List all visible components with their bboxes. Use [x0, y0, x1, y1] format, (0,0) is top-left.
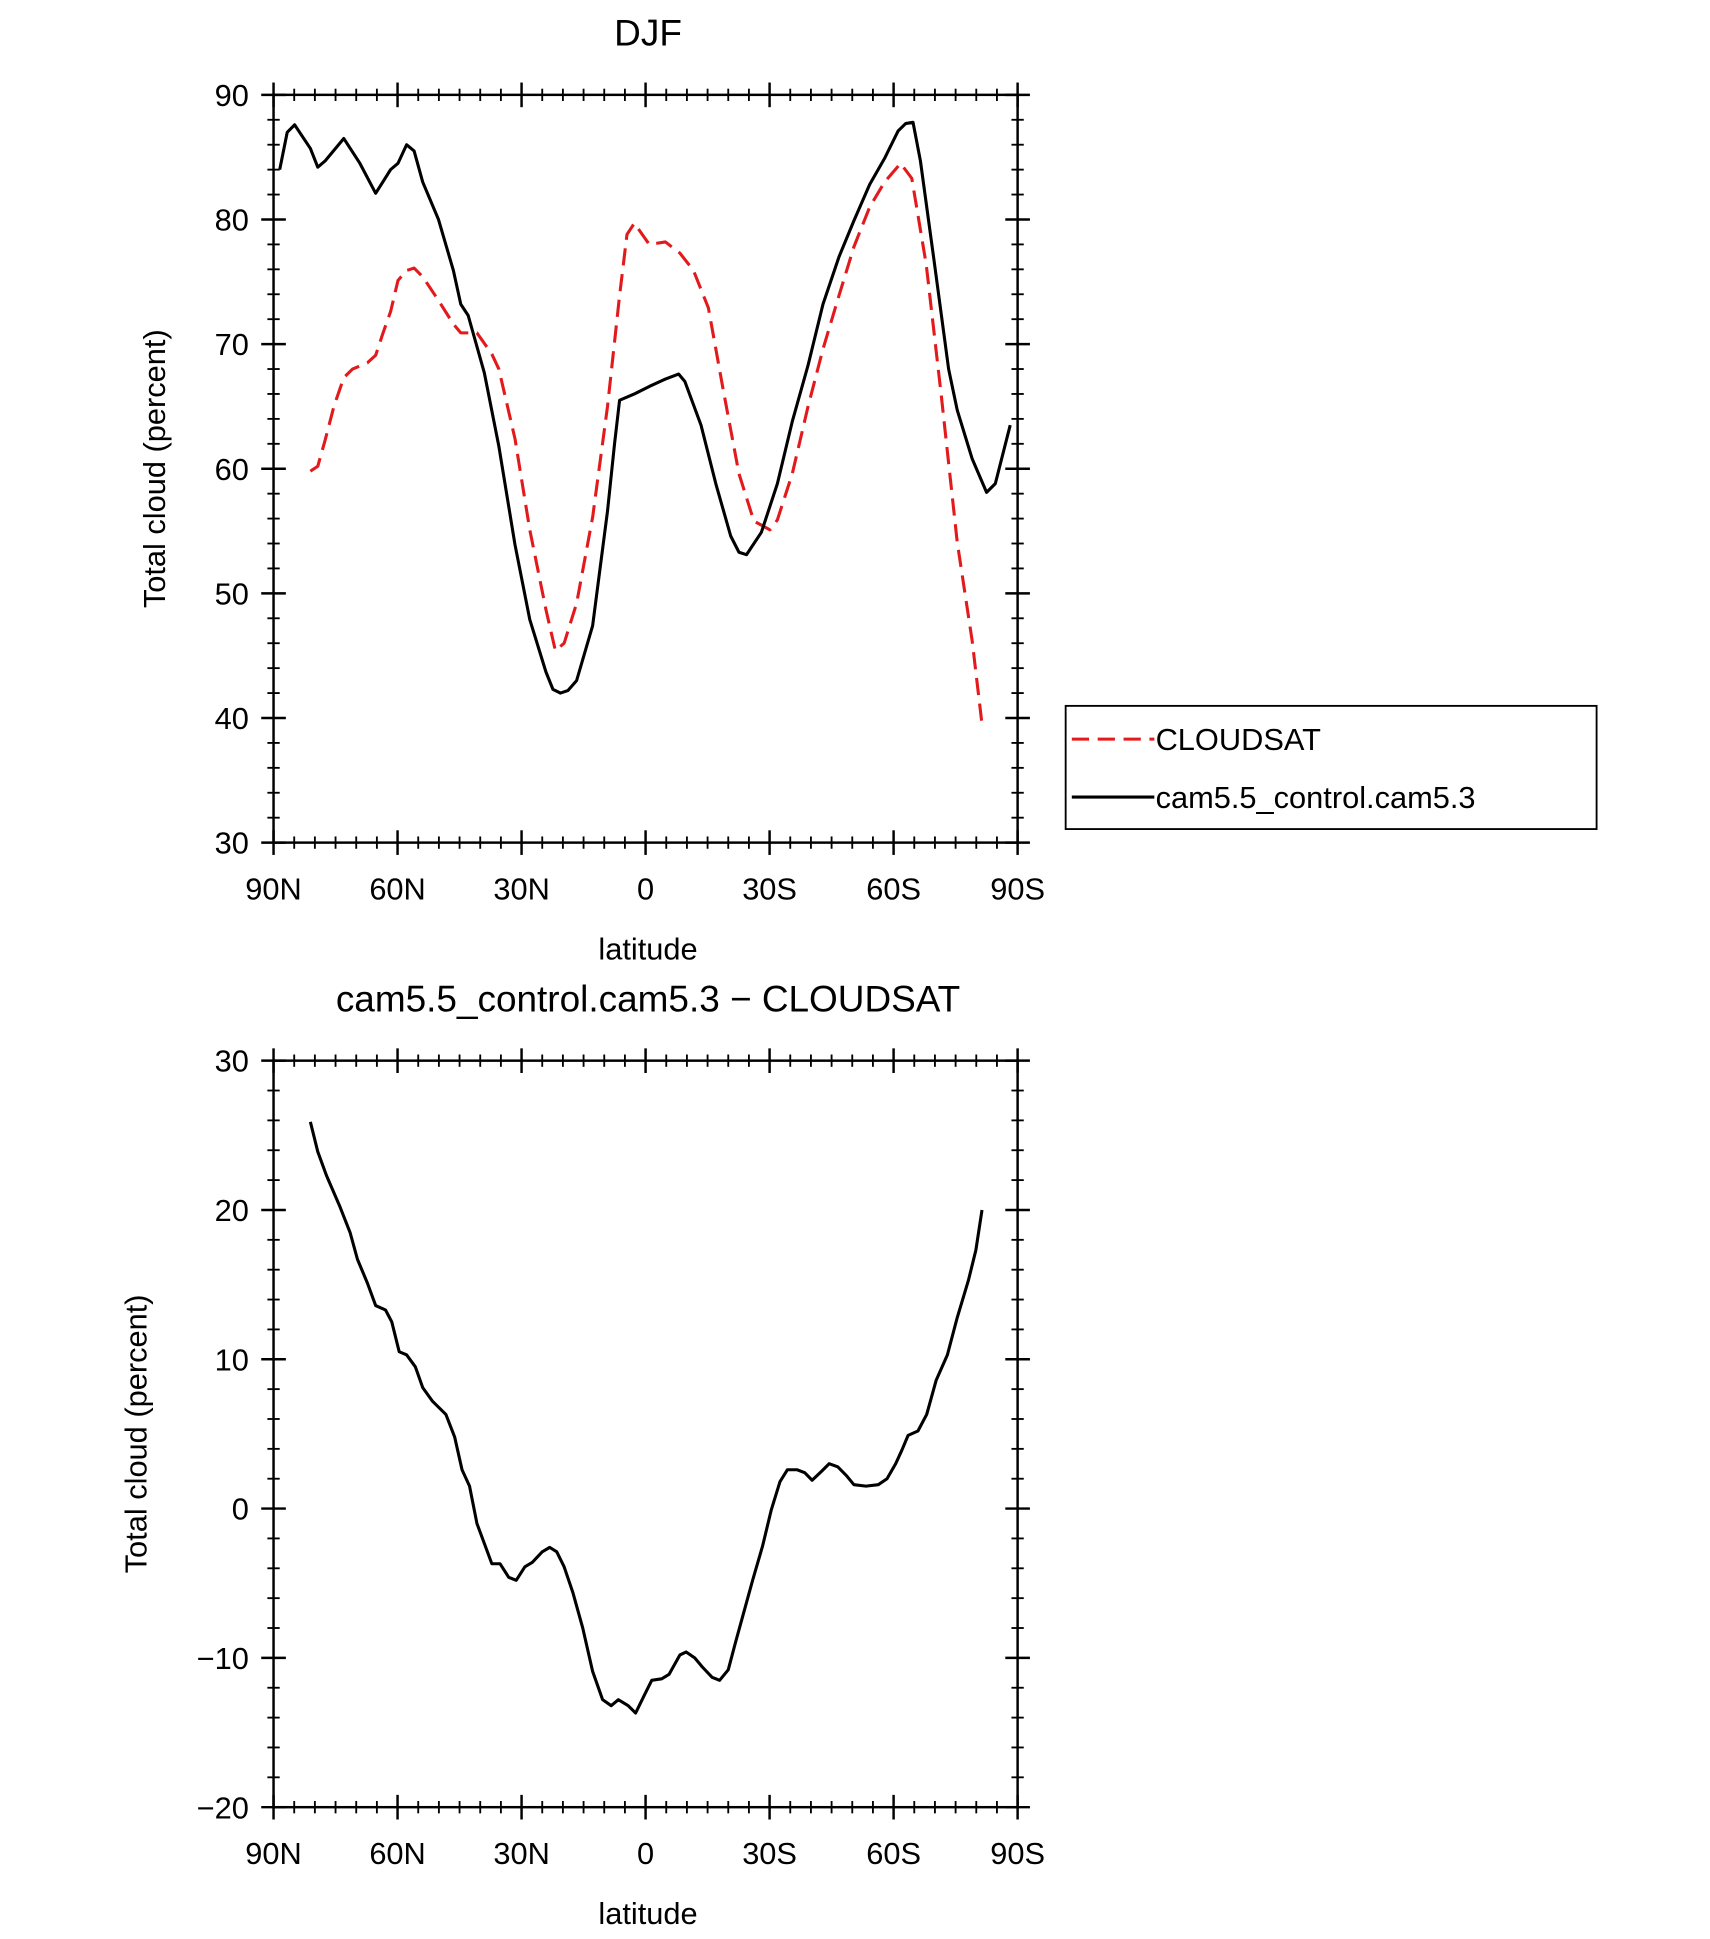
x-tick-label: 90S	[990, 871, 1045, 906]
y-axis-label: Total cloud (percent)	[137, 329, 172, 608]
y-tick-label: 90	[215, 78, 249, 113]
y-tick-label: 30	[215, 826, 249, 861]
x-tick-label: 30N	[493, 871, 549, 906]
x-tick-label: 60N	[369, 1836, 425, 1871]
x-tick-label: 30N	[493, 1836, 549, 1871]
x-tick-label: 30S	[742, 871, 797, 906]
y-tick-label: 60	[215, 452, 249, 487]
series-line	[278, 120, 1012, 695]
x-tick-label: 60S	[866, 871, 921, 906]
y-tick-label: 10	[215, 1342, 249, 1377]
y-axis-label: Total cloud (percent)	[119, 1294, 154, 1573]
y-tick-label: 80	[215, 203, 249, 238]
x-tick-label: 90N	[245, 871, 301, 906]
y-tick-label: 0	[232, 1492, 249, 1527]
x-tick-label: 90N	[245, 1836, 301, 1871]
plot-frame	[272, 93, 1019, 844]
y-tick-label: 70	[215, 327, 249, 362]
y-tick-label: 40	[215, 701, 249, 736]
legend-label: CLOUDSAT	[1156, 722, 1322, 757]
y-tick-label: −10	[197, 1641, 249, 1676]
series-line	[308, 1121, 984, 1715]
x-tick-label: 30S	[742, 1836, 797, 1871]
chart-title: DJF	[614, 13, 682, 54]
x-tick-label: 60N	[369, 871, 425, 906]
series-line	[309, 161, 984, 725]
y-tick-label: 20	[215, 1193, 249, 1228]
x-axis-label: latitude	[598, 932, 697, 967]
x-tick-label: 0	[637, 1836, 654, 1871]
x-tick-label: 90S	[990, 1836, 1045, 1871]
chart-title: cam5.5_control.cam5.3 − CLOUDSAT	[336, 978, 960, 1019]
x-tick-label: 60S	[866, 1836, 921, 1871]
legend-label: cam5.5_control.cam5.3	[1156, 780, 1476, 815]
y-tick-label: 50	[215, 576, 249, 611]
y-tick-label: −20	[197, 1790, 249, 1825]
x-axis-label: latitude	[598, 1896, 697, 1931]
legend-box	[1064, 704, 1598, 830]
x-tick-label: 0	[637, 871, 654, 906]
y-tick-label: 30	[215, 1044, 249, 1079]
